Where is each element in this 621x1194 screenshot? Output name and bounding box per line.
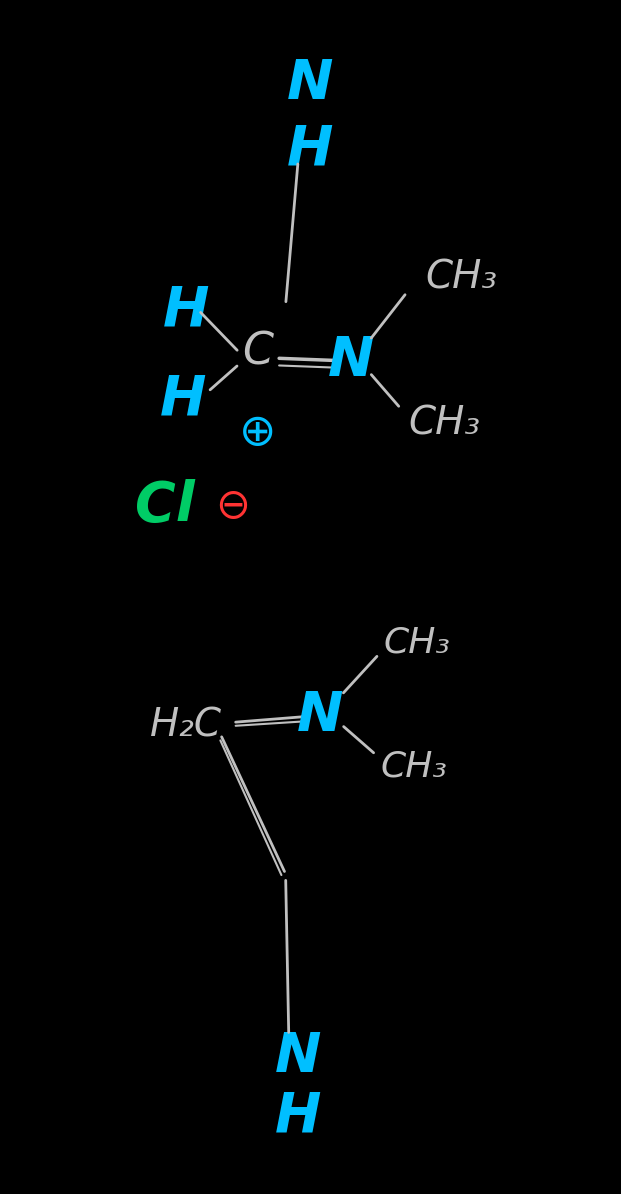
Text: N: N bbox=[297, 689, 343, 744]
Text: H: H bbox=[163, 283, 209, 338]
Text: N: N bbox=[328, 333, 374, 388]
Text: H: H bbox=[288, 122, 333, 177]
Text: ⊖: ⊖ bbox=[215, 485, 250, 528]
Text: H₂C: H₂C bbox=[150, 707, 222, 745]
Text: H: H bbox=[160, 373, 206, 427]
Text: CH₃: CH₃ bbox=[380, 750, 447, 783]
Text: CH₃: CH₃ bbox=[384, 626, 451, 659]
Text: N: N bbox=[288, 56, 333, 111]
Text: ⊕: ⊕ bbox=[239, 411, 276, 454]
Text: N: N bbox=[275, 1029, 321, 1084]
Text: C: C bbox=[242, 331, 273, 374]
Text: H: H bbox=[275, 1089, 321, 1144]
Text: CH₃: CH₃ bbox=[409, 405, 481, 443]
Text: Cl: Cl bbox=[135, 479, 194, 534]
Text: CH₃: CH₃ bbox=[425, 258, 497, 296]
